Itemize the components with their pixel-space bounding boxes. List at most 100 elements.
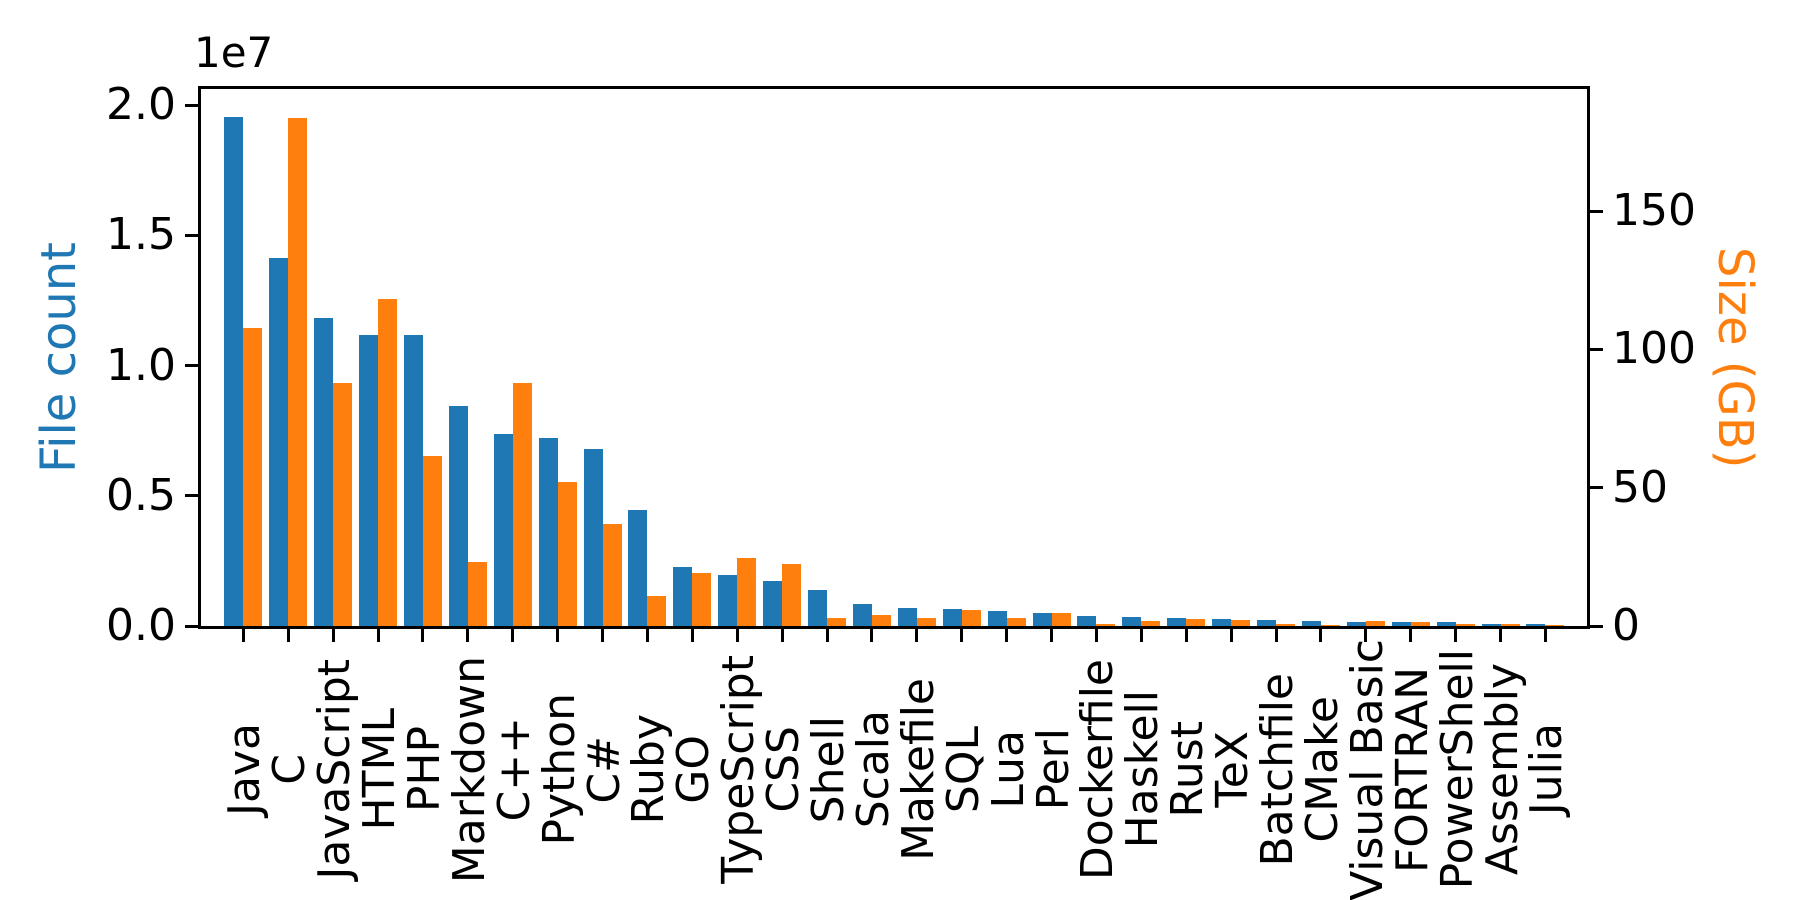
x-tick-label-SQL: SQL [937,647,989,892]
size-bar-CMake [1320,625,1340,626]
x-tick-label-Julia: Julia [1521,647,1572,892]
x-tick-label-text: Batchfile [1252,672,1303,867]
x-tick-mark [466,629,470,642]
x-tick-label-Rust: Rust [1162,647,1214,892]
x-tick-mark [1274,629,1278,642]
x-tick-label-text: SQL [937,725,989,814]
file-count-bar-CSS [763,581,783,626]
x-tick-label-text: GO [668,735,720,804]
x-tick-label-text: Java [219,723,271,816]
x-tick-label-text: Rust [1162,721,1214,818]
x-tick-label-TypeScript: TypeScript [713,647,764,892]
file-count-bar-Scala [852,604,872,626]
file-count-bar-Assembly [1481,624,1501,626]
file-count-bar-Lua [987,611,1007,626]
x-tick-label-text: HTML [354,708,405,831]
file-count-bar-Julia [1526,624,1546,626]
size-bar-Visual Basic [1365,621,1385,626]
file-count-bar-Markdown [448,406,468,626]
file-count-bar-FORTRAN [1391,622,1411,626]
x-tick-mark [241,629,245,642]
file-count-bar-C++ [493,434,513,626]
size-bar-C [288,118,308,626]
left-y-tick-label: 0.5 [106,469,176,521]
x-tick-label-text: Visual Basic [1341,638,1393,900]
size-bar-Markdown [467,562,487,626]
size-bar-Perl [1051,613,1071,626]
x-tick-label-Visual Basic: Visual Basic [1342,639,1393,900]
x-tick-label-text: CMake [1296,696,1348,843]
x-tick-label-text: JavaScript [309,659,361,880]
x-tick-mark [645,629,649,642]
x-tick-mark [511,629,515,642]
left-y-tick-mark [185,364,198,368]
x-tick-label-PHP: PHP [399,647,450,892]
x-tick-mark [690,629,694,642]
size-bar-TeX [1231,620,1251,626]
x-tick-label-text: C++ [488,717,540,822]
file-count-bar-Perl [1032,613,1052,626]
size-bar-Assembly [1500,624,1520,626]
x-tick-label-text: Haskell [1117,690,1169,849]
x-tick-mark [1454,629,1458,642]
file-count-bar-Python [538,438,558,626]
x-tick-label-TeX: TeX [1207,647,1258,892]
left-y-tick-mark [185,233,198,237]
size-bar-PHP [422,456,442,626]
file-count-bar-Shell [808,590,827,626]
size-bar-PowerShell [1455,624,1475,626]
right-y-tick-mark [1590,486,1603,490]
x-tick-label-text: Lua [982,730,1034,809]
x-tick-label-CMake: CMake [1296,647,1348,892]
x-tick-mark [735,629,739,642]
size-bar-C++ [512,383,532,626]
size-bar-Scala [871,615,891,626]
size-bar-Dockerfile [1096,624,1116,626]
left-y-tick-label: 2.0 [106,79,176,131]
right-y-tick-mark [1590,347,1603,351]
x-tick-label-JavaScript: JavaScript [309,647,361,892]
file-count-bar-Rust [1167,618,1187,626]
file-count-bar-CMake [1301,621,1321,626]
size-bar-HTML [378,299,397,626]
size-bar-CSS [782,564,802,626]
x-tick-label-text: FORTRAN [1386,666,1438,873]
file-count-bar-Makefile [897,608,917,626]
file-count-bar-TeX [1212,619,1232,626]
x-tick-label-C++: C++ [488,647,540,892]
x-tick-label-text: CSS [758,726,810,813]
size-bar-Python [557,482,577,626]
file-count-bar-SQL [942,609,962,626]
x-tick-label-text: C# [578,735,630,804]
x-tick-label-Haskell: Haskell [1117,647,1169,892]
x-tick-label-text: Makefile [892,678,944,861]
file-count-bar-Visual Basic [1346,622,1366,626]
size-bar-Lua [1006,618,1026,626]
x-tick-label-Python: Python [533,647,585,892]
size-bar-TypeScript [737,558,757,626]
size-bar-JavaScript [333,383,353,626]
x-tick-label-FORTRAN: FORTRAN [1386,647,1438,892]
x-tick-label-text: C [264,754,316,785]
file-count-bar-JavaScript [314,318,334,626]
file-count-bar-C [269,258,289,626]
x-tick-label-text: Assembly [1476,663,1528,876]
right-y-tick-label: 50 [1612,461,1668,513]
file-count-bar-PHP [403,335,423,626]
x-tick-label-Markdown: Markdown [444,647,495,892]
x-tick-label-text: PowerShell [1431,649,1483,890]
x-tick-mark [1094,629,1098,642]
x-tick-mark [286,629,290,642]
x-tick-mark [601,629,604,642]
file-count-bar-PowerShell [1436,622,1456,626]
size-bar-Haskell [1141,621,1161,626]
x-tick-mark [1364,629,1368,642]
right-y-tick-label: 100 [1612,323,1696,375]
size-bar-GO [692,573,712,626]
file-count-bar-Batchfile [1257,620,1276,626]
x-tick-label-text: Python [533,693,585,846]
left-y-tick-mark [185,103,198,107]
size-bar-SQL [961,610,981,626]
size-bar-Rust [1186,619,1206,626]
